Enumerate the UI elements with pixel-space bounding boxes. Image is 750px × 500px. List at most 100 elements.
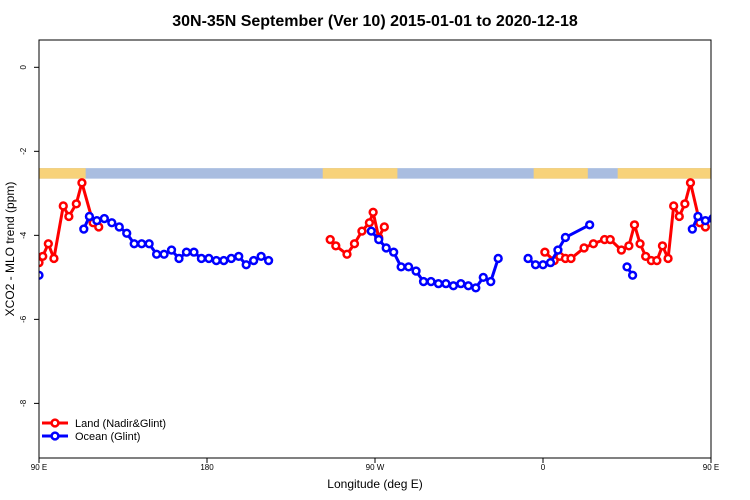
data-point <box>368 207 378 217</box>
x-axis-label: Longitude (deg E) <box>327 477 422 491</box>
data-point <box>39 270 44 280</box>
legend-label: Ocean (Glint) <box>75 431 140 443</box>
series-layer <box>39 178 746 293</box>
data-point <box>717 219 724 226</box>
data-point <box>486 276 496 287</box>
x-tick-label: 90 E <box>31 463 47 472</box>
data-point <box>538 260 548 270</box>
data-point <box>166 245 177 255</box>
data-point <box>739 240 746 247</box>
data-point <box>396 262 406 272</box>
data-point <box>325 234 335 245</box>
data-point <box>553 245 563 255</box>
series-line <box>39 181 100 264</box>
data-point <box>663 253 673 264</box>
data-point <box>234 251 244 262</box>
data-point <box>129 239 139 249</box>
land-band-segment <box>533 168 588 179</box>
y-tick-label: -2 <box>19 147 28 155</box>
data-point <box>708 214 711 223</box>
land-band-segment <box>39 168 86 179</box>
data-point <box>226 253 236 264</box>
x-axis: 90 E 180 90 W 0 90 E <box>31 458 719 472</box>
data-point <box>196 253 207 264</box>
data-point <box>418 276 429 287</box>
data-point <box>540 247 550 257</box>
series-land <box>39 178 711 268</box>
data-point <box>211 255 221 266</box>
data-point <box>256 251 266 262</box>
data-point <box>84 211 95 222</box>
data-point <box>448 281 459 291</box>
data-point <box>635 239 645 249</box>
data-point <box>680 199 690 209</box>
data-point <box>585 220 595 230</box>
data-point <box>693 211 703 222</box>
data-point <box>588 239 599 249</box>
data-point <box>39 251 48 262</box>
data-point <box>79 224 89 234</box>
y-axis: 0 -2 -4 -6 -8 <box>19 65 39 407</box>
data-point <box>122 228 132 238</box>
data-point <box>189 247 199 257</box>
data-point <box>478 272 488 283</box>
data-point <box>43 239 53 249</box>
data-point <box>624 241 634 251</box>
data-point <box>629 220 640 230</box>
plot-frame <box>38 39 712 459</box>
data-point <box>657 241 668 251</box>
data-point <box>560 232 571 243</box>
data-point <box>64 211 74 222</box>
data-point <box>724 224 731 231</box>
data-point <box>219 255 229 266</box>
data-point <box>71 199 81 209</box>
data-point <box>605 234 615 245</box>
data-point <box>471 283 481 293</box>
data-point <box>389 247 399 257</box>
x-tick-label: 90 E <box>703 463 719 472</box>
data-point <box>700 215 711 226</box>
y-tick-label: 0 <box>19 65 28 70</box>
data-point <box>364 218 375 228</box>
data-point <box>366 226 376 236</box>
x-tick-label: 180 <box>200 463 214 472</box>
data-point <box>545 258 556 268</box>
data-point <box>441 279 451 289</box>
data-point <box>144 239 154 249</box>
y-axis-label: XCO2 - MLO trend (ppm) <box>3 182 17 317</box>
data-point <box>99 213 109 224</box>
data-point <box>349 239 360 249</box>
data-point <box>137 239 147 249</box>
data-point <box>530 260 541 270</box>
y-tick-label: -6 <box>19 315 28 323</box>
x-tick-label: 0 <box>541 463 546 472</box>
data-point <box>579 243 589 253</box>
data-point <box>151 249 162 259</box>
data-point <box>159 249 169 259</box>
data-point <box>622 262 632 272</box>
data-point <box>342 249 352 259</box>
data-point <box>181 247 192 257</box>
data-point <box>92 215 102 226</box>
data-point <box>669 201 679 211</box>
data-point <box>463 281 473 291</box>
data-point <box>523 253 533 264</box>
land-band-segment <box>617 168 711 179</box>
data-point <box>39 258 44 268</box>
data-point <box>263 255 274 266</box>
data-point <box>456 279 466 289</box>
data-point <box>241 260 251 270</box>
data-point <box>77 178 87 188</box>
data-point <box>381 243 391 253</box>
land-band-segment <box>322 168 398 179</box>
data-point <box>674 211 684 222</box>
legend: Land (Nadir&Glint)Ocean (Glint) <box>42 418 166 443</box>
y-tick-label: -4 <box>19 231 28 239</box>
legend-label: Land (Nadir&Glint) <box>75 418 166 430</box>
data-point <box>685 178 696 188</box>
data-point <box>433 279 444 289</box>
legend-marker <box>50 418 60 428</box>
data-point <box>687 224 697 234</box>
data-point <box>627 270 638 280</box>
data-point <box>616 245 627 255</box>
